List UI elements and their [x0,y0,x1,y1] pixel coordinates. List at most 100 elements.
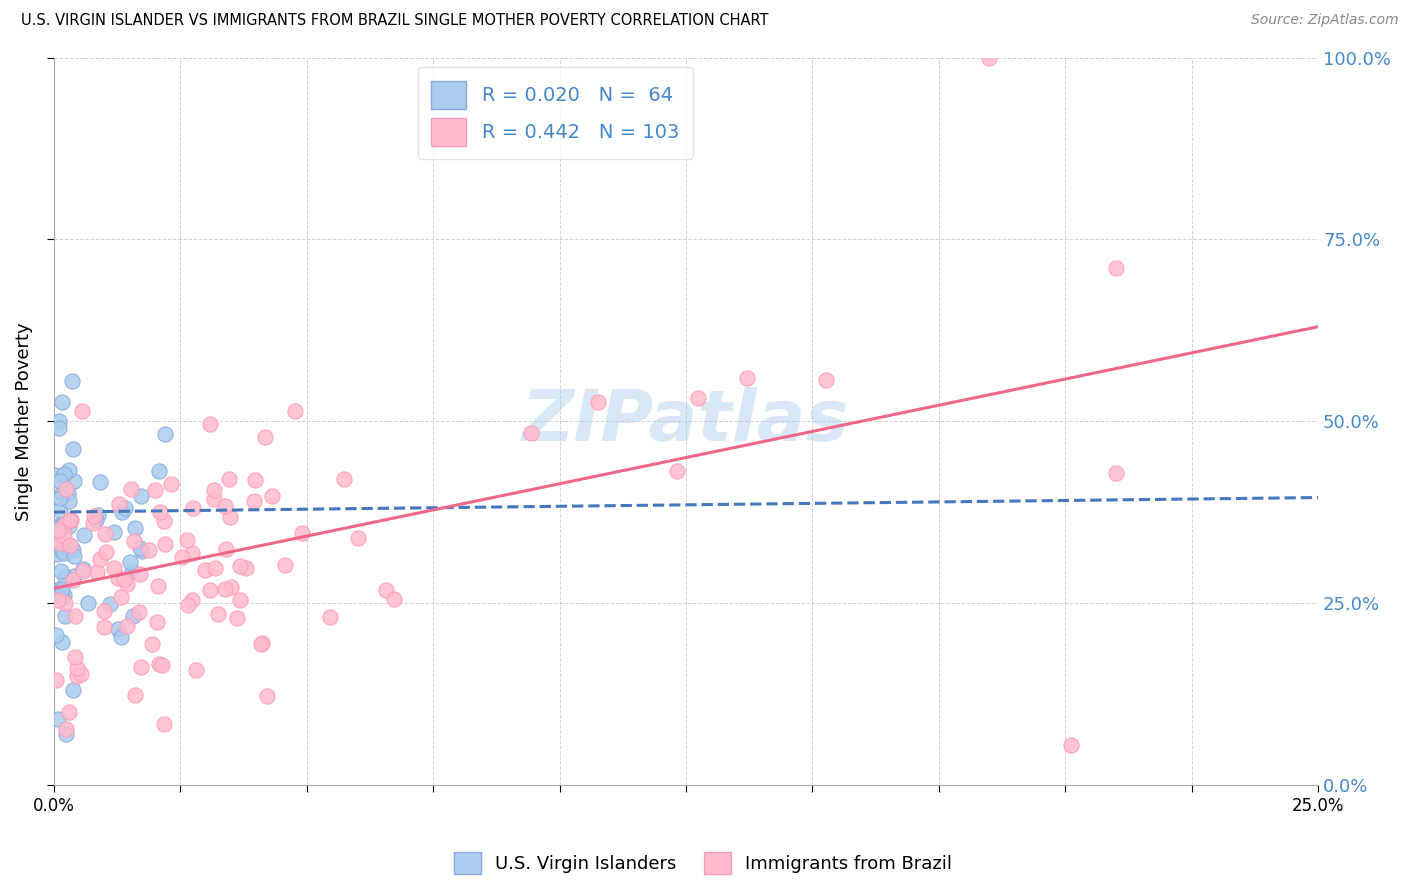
Point [51,544,73,558]
Point [94,545,117,559]
Point [62,549,84,563]
Point [260,489,283,503]
Point [170,549,193,564]
Point [53,596,76,610]
Point [45,627,67,641]
Point [193,563,215,577]
Point [112,573,135,587]
Point [59,512,82,526]
Point [274,558,297,572]
Point [218,472,240,486]
Point [129,541,152,555]
Point [253,429,276,443]
Point [55,482,77,496]
Point [53,608,76,623]
Point [131,544,153,558]
Point [66,668,89,682]
Point [153,537,176,551]
Point [46,525,69,540]
Point [82,516,104,531]
Point [124,521,146,535]
Point [235,561,257,575]
Text: Source: ZipAtlas.com: Source: ZipAtlas.com [1251,13,1399,28]
Point [53,516,76,531]
Point [1105,261,1128,276]
Point [138,543,160,558]
Point [215,541,238,556]
Point [62,574,84,588]
Point [228,559,250,574]
Point [374,582,396,597]
Point [176,533,198,547]
Point [124,688,146,702]
Point [89,475,111,490]
Point [148,657,170,671]
Point [72,404,94,418]
Point [128,605,150,619]
Point [49,564,72,578]
Point [51,582,73,596]
Point [347,532,370,546]
Point [53,467,76,481]
Legend: U.S. Virgin Islanders, Immigrants from Brazil: U.S. Virgin Islanders, Immigrants from B… [444,843,962,883]
Point [49,535,72,549]
Point [586,395,609,409]
Point [59,538,82,552]
Point [219,509,242,524]
Point [815,373,838,387]
Point [62,543,84,558]
Point [98,597,121,611]
Point [148,579,170,593]
Point [86,565,108,579]
Point [46,589,69,603]
Point [153,427,176,442]
Point [46,592,69,607]
Point [48,420,70,434]
Point [51,591,73,606]
Point [131,660,153,674]
Point [69,667,91,681]
Point [250,637,273,651]
Point [72,562,94,576]
Point [103,561,125,575]
Point [51,394,73,409]
Point [114,501,136,516]
Point [53,546,76,560]
Point [44,468,66,483]
Point [1060,738,1083,752]
Point [51,517,73,532]
Point [153,514,176,528]
Text: ZIPatlas: ZIPatlas [522,387,849,456]
Point [89,551,111,566]
Point [121,565,143,579]
Point [60,513,83,527]
Point [48,491,70,505]
Point [128,566,150,581]
Point [83,509,105,524]
Point [93,620,115,634]
Point [118,555,141,569]
Point [291,526,314,541]
Point [149,504,172,518]
Point [72,564,94,578]
Point [181,593,204,607]
Point [66,661,89,675]
Point [160,476,183,491]
Point [243,494,266,508]
Point [520,426,543,441]
Point [141,637,163,651]
Point [129,489,152,503]
Point [122,534,145,549]
Y-axis label: Single Mother Poverty: Single Mother Poverty [15,322,32,521]
Point [319,609,342,624]
Point [198,583,221,598]
Point [122,608,145,623]
Point [76,596,98,610]
Point [115,577,138,591]
Point [52,467,75,482]
Point [186,663,208,677]
Point [53,569,76,583]
Point [55,727,77,741]
Point [214,499,236,513]
Point [226,610,249,624]
